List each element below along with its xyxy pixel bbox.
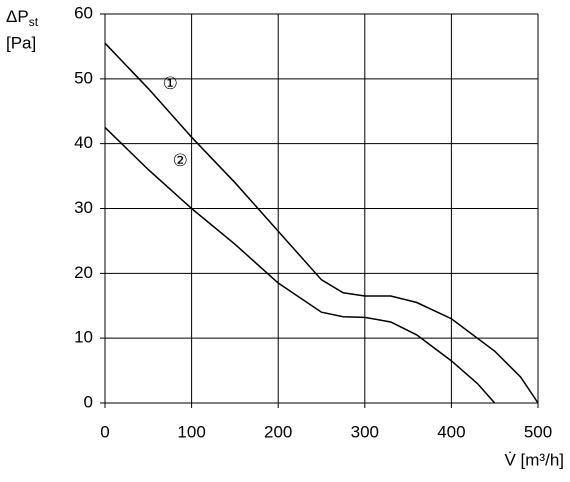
curve-label: ② bbox=[173, 151, 188, 170]
y-axis-label: ΔPst bbox=[6, 7, 39, 29]
x-tick-label: 0 bbox=[100, 422, 109, 441]
y-tick-label: 20 bbox=[74, 263, 93, 282]
y-axis-unit: [Pa] bbox=[6, 33, 36, 52]
x-tick-label: 400 bbox=[437, 422, 465, 441]
x-tick-label: 100 bbox=[177, 422, 205, 441]
y-tick-label: 0 bbox=[84, 392, 93, 411]
y-tick-label: 40 bbox=[74, 133, 93, 152]
y-label-main: ΔP bbox=[6, 7, 29, 26]
x-tick-label: 300 bbox=[351, 422, 379, 441]
y-tick-label: 30 bbox=[74, 198, 93, 217]
curve bbox=[104, 42, 539, 404]
y-tick-label: 10 bbox=[74, 328, 93, 347]
x-tick-label: 200 bbox=[264, 422, 292, 441]
x-axis-label: V̇ [m³/h] bbox=[504, 450, 564, 469]
curve-label: ① bbox=[163, 74, 178, 93]
curve bbox=[104, 126, 496, 404]
y-tick-label: 50 bbox=[74, 68, 93, 87]
y-label-sub: st bbox=[29, 15, 39, 29]
x-tick-label: 500 bbox=[524, 422, 552, 441]
y-tick-label: 60 bbox=[74, 3, 93, 22]
